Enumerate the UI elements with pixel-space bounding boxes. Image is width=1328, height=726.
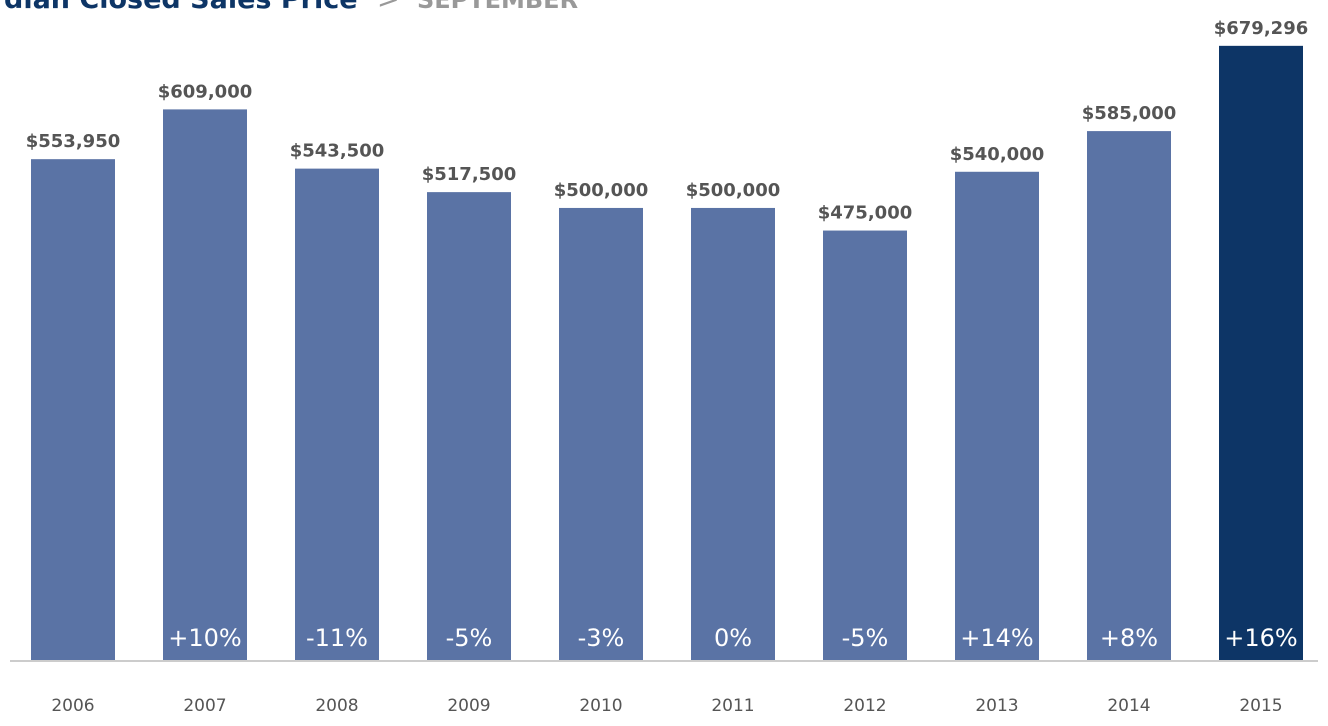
subtitle: SEPTEMBER	[417, 0, 578, 14]
value-label: $540,000	[950, 144, 1045, 165]
change-label: -5%	[842, 624, 889, 652]
change-label: 0%	[714, 624, 752, 652]
value-label: $500,000	[686, 180, 781, 201]
change-label: -5%	[446, 624, 493, 652]
bar	[31, 159, 115, 660]
bar	[955, 171, 1039, 660]
x-tick-label: 2008	[315, 696, 358, 716]
change-label: +14%	[960, 624, 1033, 652]
bar	[823, 230, 907, 660]
change-label: -3%	[578, 624, 625, 652]
bar	[1087, 131, 1171, 660]
x-tick-label: 2014	[1107, 696, 1150, 716]
x-tick-label: 2006	[51, 696, 94, 716]
change-label: +8%	[1100, 624, 1158, 652]
bar	[559, 207, 643, 661]
bar	[427, 192, 511, 660]
change-label: +16%	[1224, 624, 1297, 652]
value-label: $609,000	[158, 81, 253, 102]
title: dian Closed Sales Price	[4, 0, 358, 15]
x-tick-label: 2013	[975, 696, 1018, 716]
x-tick-label: 2011	[711, 696, 754, 716]
change-label: +10%	[168, 624, 241, 652]
bar	[163, 109, 247, 660]
value-label: $553,950	[26, 131, 121, 152]
separator: >	[377, 0, 400, 15]
x-tick-label: 2012	[843, 696, 886, 716]
x-tick-label: 2007	[183, 696, 226, 716]
value-label: $679,296	[1214, 18, 1309, 39]
x-tick-label: 2010	[579, 696, 622, 716]
value-label: $543,500	[290, 141, 385, 162]
chart-title: dian Closed Sales Price > SEPTEMBER	[4, 0, 578, 15]
x-tick-label: 2009	[447, 696, 490, 716]
change-label: -11%	[306, 624, 368, 652]
x-tick-label: 2015	[1239, 696, 1282, 716]
bar	[295, 168, 379, 660]
value-label: $517,500	[422, 164, 517, 185]
value-label: $500,000	[554, 180, 649, 201]
bar	[691, 207, 775, 661]
value-label: $475,000	[818, 203, 913, 224]
value-label: $585,000	[1082, 103, 1177, 124]
bar	[1219, 45, 1303, 660]
